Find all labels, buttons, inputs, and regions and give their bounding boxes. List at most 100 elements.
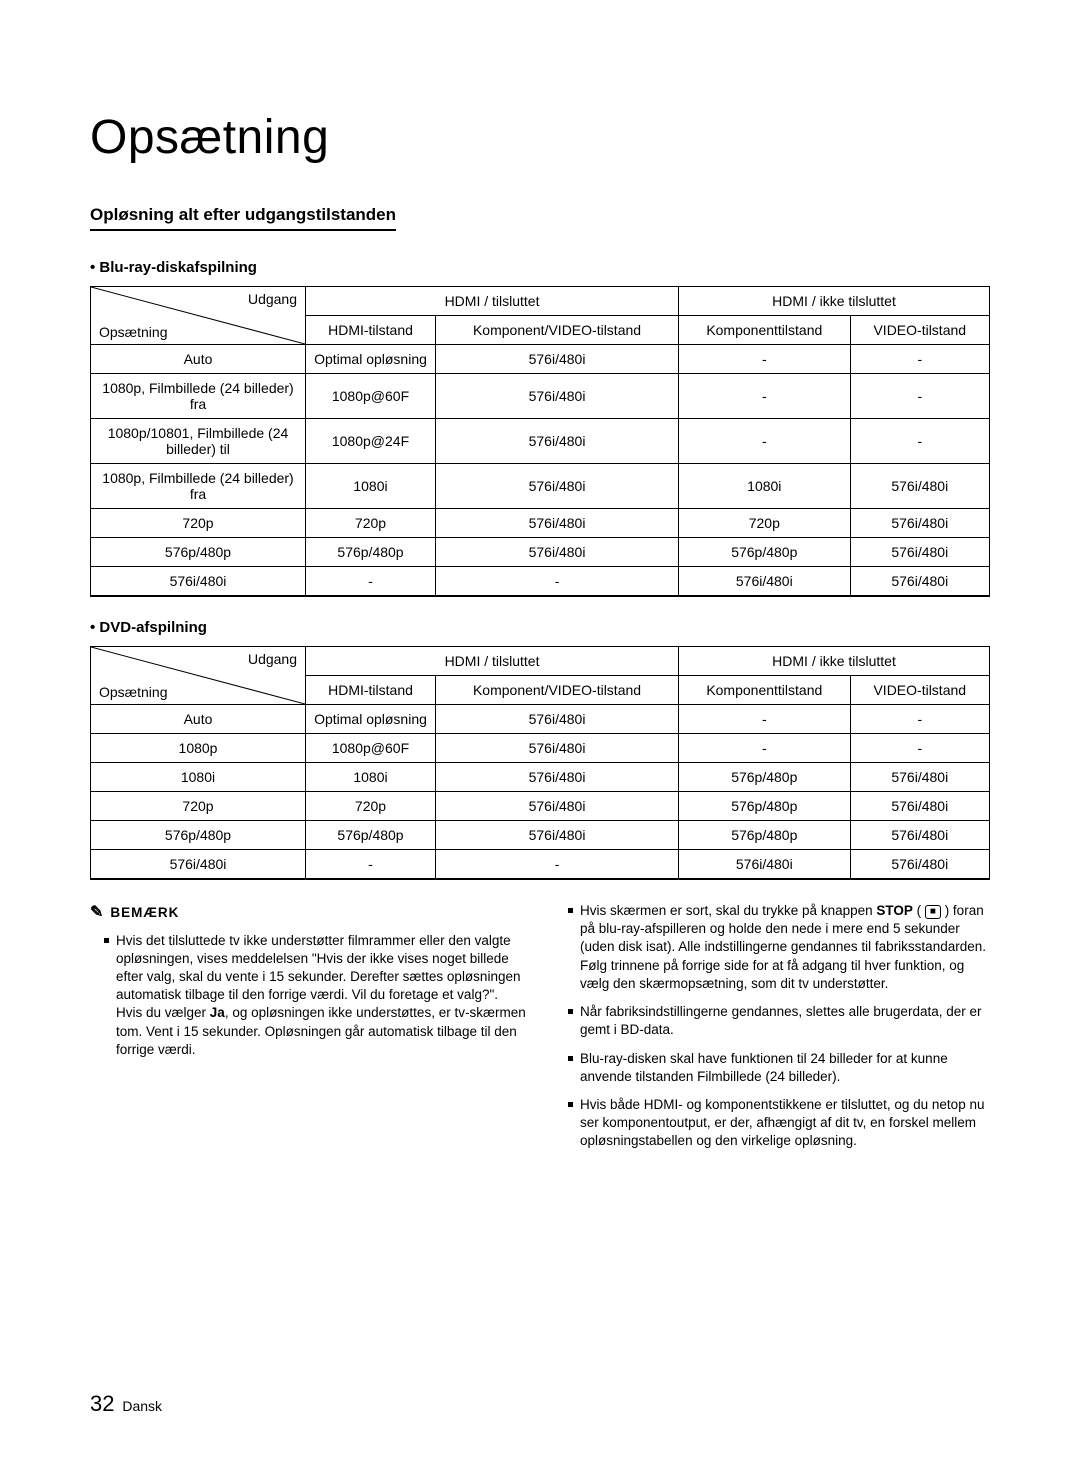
note-item: Hvis skærmen er sort, skal du trykke på … [568, 902, 990, 993]
table-row: 576i/480i--576i/480i576i/480i [91, 567, 990, 597]
table-cell: 576i/480i [436, 538, 679, 567]
table-cell: 576i/480i [436, 419, 679, 464]
table-cell: 576i/480i [436, 705, 679, 734]
table-cell: - [306, 567, 436, 597]
table-cell: 720p [679, 509, 851, 538]
table-cell: 1080i [306, 763, 436, 792]
table-cell: 576i/480i [850, 509, 989, 538]
table-row: 1080p, Filmbillede (24 billeder) fra 1080… [91, 464, 990, 509]
note-icon: ✎ [90, 902, 104, 924]
table-cell: - [679, 345, 851, 374]
component-mode-header: Komponenttilstand [679, 676, 851, 705]
table-cell: - [850, 419, 989, 464]
table-cell: 1080p@60F [306, 374, 436, 419]
table-cell: Optimal opløsning [306, 705, 436, 734]
table-cell: 720p [306, 792, 436, 821]
table-cell: 576i/480i [679, 567, 851, 597]
table-cell: - [679, 734, 851, 763]
table-cell: 1080p [91, 734, 306, 763]
table-row: 576i/480i--576i/480i576i/480i [91, 850, 990, 880]
page-title: Opsætning [90, 110, 990, 165]
table-cell: - [679, 705, 851, 734]
table-cell: 576i/480i [850, 464, 989, 509]
diag-header: Udgang Opsætning [91, 287, 306, 345]
table-row: 720p720p576i/480i720p576i/480i [91, 509, 990, 538]
table-cell: Auto [91, 705, 306, 734]
table-cell: - [850, 705, 989, 734]
table-cell: - [679, 419, 851, 464]
table-row: 576p/480p576p/480p576i/480i576p/480p576i… [91, 538, 990, 567]
hdmi-not-connected-header: HDMI / ikke tilsluttet [679, 287, 990, 316]
diag-bot-label: Opsætning [99, 684, 167, 700]
table-cell: 576i/480i [436, 792, 679, 821]
diag-header: Udgang Opsætning [91, 647, 306, 705]
notes-right-list: Hvis skærmen er sort, skal du trykke på … [554, 902, 990, 1151]
diag-bot-label: Opsætning [99, 324, 167, 340]
table-cell: 576i/480i [436, 345, 679, 374]
table-cell: 576i/480i [679, 850, 851, 880]
table-cell: 576i/480i [436, 509, 679, 538]
table-cell: 720p [91, 792, 306, 821]
table-cell: 1080p@60F [306, 734, 436, 763]
table-cell: - [436, 567, 679, 597]
table-row: 720p720p576i/480i576p/480p576i/480i [91, 792, 990, 821]
note-item: Hvis det tilsluttede tv ikke understøtte… [104, 932, 526, 1060]
table-cell: 576i/480i [91, 567, 306, 597]
table-cell: 1080p, Filmbillede (24 billeder) fra [91, 374, 306, 419]
note-item: Blu-ray-disken skal have funktionen til … [568, 1050, 990, 1086]
note-item: Når fabriksindstillingerne gendannes, sl… [568, 1003, 990, 1039]
bluray-label: • Blu-ray-diskafspilning [90, 259, 990, 276]
notes-section: ✎ BEMÆRK Hvis det tilsluttede tv ikke un… [90, 902, 990, 1161]
notes-left-list: Hvis det tilsluttede tv ikke understøtte… [90, 932, 526, 1060]
table-cell: 576p/480p [679, 538, 851, 567]
table-cell: 1080p@24F [306, 419, 436, 464]
note-item: Hvis både HDMI- og komponentstikkene er … [568, 1096, 990, 1151]
video-mode-header: VIDEO-tilstand [850, 316, 989, 345]
table-cell: 576p/480p [91, 538, 306, 567]
comp-video-mode-header: Komponent/VIDEO-tilstand [436, 676, 679, 705]
table-cell: 720p [91, 509, 306, 538]
table-cell: 1080i [679, 464, 851, 509]
table-row: AutoOptimal opløsning576i/480i-- [91, 345, 990, 374]
page-footer: 32 Dansk [90, 1391, 162, 1417]
table-cell: 720p [306, 509, 436, 538]
table-cell: 576i/480i [436, 374, 679, 419]
table-row: 1080p/10801, Filmbillede (24 billeder) t… [91, 419, 990, 464]
hdmi-mode-header: HDMI-tilstand [306, 316, 436, 345]
dvd-label: • DVD-afspilning [90, 619, 990, 636]
table-cell: 576i/480i [850, 538, 989, 567]
table-cell: 1080p/10801, Filmbillede (24 billeder) t… [91, 419, 306, 464]
table-cell: - [850, 345, 989, 374]
table-cell: 576i/480i [436, 821, 679, 850]
diag-top-label: Udgang [248, 651, 297, 667]
notes-header-text: BEMÆRK [110, 904, 179, 922]
table-cell: 576i/480i [850, 567, 989, 597]
diag-top-label: Udgang [248, 291, 297, 307]
table-cell: - [850, 734, 989, 763]
table-cell: 1080i [91, 763, 306, 792]
video-mode-header: VIDEO-tilstand [850, 676, 989, 705]
table-cell: 576p/480p [91, 821, 306, 850]
table-cell: 576i/480i [436, 763, 679, 792]
section-subheading: Opløsning alt efter udgangstilstanden [90, 205, 396, 231]
table-cell: 576i/480i [850, 763, 989, 792]
table-cell: 576p/480p [679, 763, 851, 792]
table-cell: 576p/480p [306, 821, 436, 850]
table-cell: - [850, 374, 989, 419]
component-mode-header: Komponenttilstand [679, 316, 851, 345]
bluray-table: Udgang Opsætning HDMI / tilsluttet HDMI … [90, 286, 990, 597]
dvd-table: Udgang Opsætning HDMI / tilsluttet HDMI … [90, 646, 990, 880]
table-cell: - [679, 374, 851, 419]
table-cell: 576i/480i [91, 850, 306, 880]
table-row: 1080p, Filmbillede (24 billeder) fra1080… [91, 374, 990, 419]
table-cell: Auto [91, 345, 306, 374]
hdmi-mode-header: HDMI-tilstand [306, 676, 436, 705]
table-cell: 576i/480i [436, 464, 679, 509]
table-cell: - [306, 850, 436, 880]
table-cell: Optimal opløsning [306, 345, 436, 374]
hdmi-connected-header: HDMI / tilsluttet [306, 287, 679, 316]
hdmi-not-connected-header: HDMI / ikke tilsluttet [679, 647, 990, 676]
table-cell: 1080p, Filmbillede (24 billeder) fra [91, 464, 306, 509]
table-row: AutoOptimal opløsning576i/480i-- [91, 705, 990, 734]
table-cell: 576i/480i [850, 792, 989, 821]
